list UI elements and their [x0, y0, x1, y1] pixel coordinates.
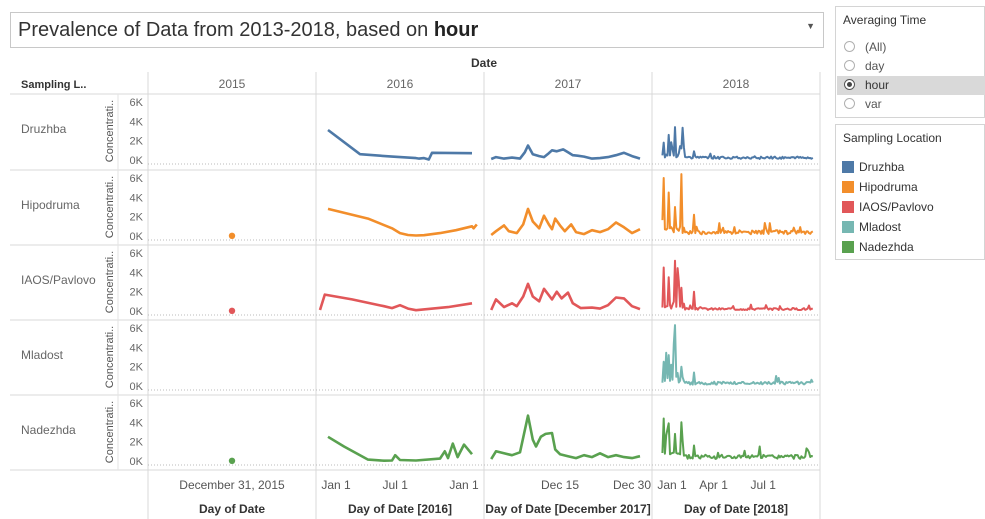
year-header: 2017	[555, 77, 582, 91]
chart-title: Prevalence of Data from 2013-2018, based…	[18, 19, 479, 41]
averaging-option[interactable]: (All)	[837, 38, 985, 57]
y-tick-label: 6K	[130, 248, 144, 260]
y-tick-label: 2K	[130, 287, 144, 299]
data-point	[228, 232, 236, 240]
legend-swatch	[842, 181, 854, 193]
y-tick-label: 4K	[130, 342, 144, 354]
row-label: Mladost	[21, 348, 64, 362]
y-tick-label: 6K	[130, 173, 144, 185]
data-point	[228, 457, 236, 465]
averaging-option-label: day	[865, 59, 885, 73]
y-axis-label: Concentrati..	[104, 401, 116, 463]
x-tick-label: Jan 1	[449, 478, 479, 492]
y-tick-label: 2K	[130, 212, 144, 224]
row-label: Nadezhda	[21, 423, 76, 437]
y-tick-label: 6K	[130, 97, 144, 109]
legend-swatch	[842, 221, 854, 233]
series-line	[661, 417, 814, 460]
x-tick-label: December 31, 2015	[179, 478, 285, 492]
y-tick-label: 2K	[130, 136, 144, 148]
year-header: 2015	[219, 77, 246, 91]
radio-icon[interactable]	[844, 41, 855, 52]
y-tick-label: 0K	[130, 456, 144, 468]
legend-label: Nadezhda	[859, 240, 914, 254]
averaging-time-filter: Averaging Time (All) day hour var	[835, 6, 985, 118]
radio-icon[interactable]	[844, 79, 855, 90]
legend-label: Hipodruma	[859, 180, 918, 194]
averaging-option[interactable]: day	[837, 57, 985, 76]
series-line	[318, 293, 473, 312]
averaging-option[interactable]: var	[837, 95, 985, 114]
averaging-time-title: Averaging Time	[843, 13, 927, 27]
y-axis-label: Concentrati..	[104, 251, 116, 313]
x-axis-title: Day of Date [2018]	[684, 502, 788, 516]
y-tick-label: 4K	[130, 192, 144, 204]
series-line	[661, 324, 814, 386]
averaging-option-label: var	[865, 97, 882, 111]
y-tick-label: 4K	[130, 116, 144, 128]
series-line	[661, 173, 814, 236]
x-axis-title: Day of Date [December 2017]	[485, 502, 650, 516]
series-line	[490, 144, 641, 161]
radio-icon[interactable]	[844, 60, 855, 71]
data-point	[228, 307, 236, 315]
row-header-title: Sampling L..	[21, 79, 86, 91]
year-header: 2018	[723, 77, 750, 91]
y-tick-label: 0K	[130, 381, 144, 393]
y-tick-label: 4K	[130, 267, 144, 279]
series-line	[327, 207, 478, 237]
row-label: Druzhba	[21, 122, 67, 136]
y-tick-label: 6K	[130, 398, 144, 410]
legend-swatch	[842, 201, 854, 213]
averaging-option-label: (All)	[865, 40, 887, 54]
legend-swatch	[842, 161, 854, 173]
y-tick-label: 0K	[130, 155, 144, 167]
y-tick-label: 2K	[130, 362, 144, 374]
averaging-option-label: hour	[865, 78, 890, 92]
triangle-down-icon[interactable]: ▼	[806, 21, 815, 31]
x-tick-label: Jul 1	[751, 478, 777, 492]
x-tick-label: Jan 1	[321, 478, 351, 492]
x-axis-title: Day of Date [2016]	[348, 502, 452, 516]
row-label: IAOS/Pavlovo	[21, 273, 96, 287]
x-axis-title: Day of Date	[199, 502, 265, 516]
series-line	[490, 207, 641, 237]
series-line	[490, 282, 641, 311]
sampling-location-legend: Sampling Location Druzhba Hipodruma IAOS/P…	[835, 124, 985, 260]
series-line	[661, 259, 813, 311]
y-axis-label: Concentrati..	[104, 326, 116, 388]
x-tick-label: Dec 30	[613, 478, 651, 492]
column-header-title: Date	[471, 56, 497, 70]
legend-title: Sampling Location	[843, 131, 942, 145]
series-line	[327, 128, 473, 161]
legend-label: Mladost	[859, 220, 902, 234]
y-tick-label: 0K	[130, 306, 144, 318]
radio-icon[interactable]	[844, 98, 855, 109]
row-label: Hipodruma	[21, 198, 80, 212]
legend-swatch	[842, 241, 854, 253]
y-axis-label: Concentrati..	[104, 100, 116, 162]
y-axis-label: Concentrati..	[104, 176, 116, 238]
y-tick-label: 4K	[130, 417, 144, 429]
y-tick-label: 2K	[130, 437, 144, 449]
x-tick-label: Jan 1	[657, 478, 687, 492]
title-bold-word: hour	[433, 19, 479, 41]
x-tick-label: Apr 1	[699, 478, 728, 492]
title-bar[interactable]: Prevalence of Data from 2013-2018, based…	[10, 12, 824, 48]
x-tick-label: Dec 15	[541, 478, 579, 492]
legend-label: Druzhba	[859, 160, 905, 174]
series-line	[490, 414, 641, 460]
y-tick-label: 0K	[130, 231, 144, 243]
y-tick-label: 6K	[130, 323, 144, 335]
year-header: 2016	[387, 77, 414, 91]
series-line	[661, 126, 814, 160]
series-line	[327, 435, 473, 462]
averaging-option[interactable]: hour	[837, 76, 985, 95]
x-tick-label: Jul 1	[383, 478, 409, 492]
chart-canvas: Date Sampling L.. 2015 2016 2017 2018 Druzhba C…	[10, 56, 821, 519]
legend-label: IAOS/Pavlovo	[859, 200, 934, 214]
